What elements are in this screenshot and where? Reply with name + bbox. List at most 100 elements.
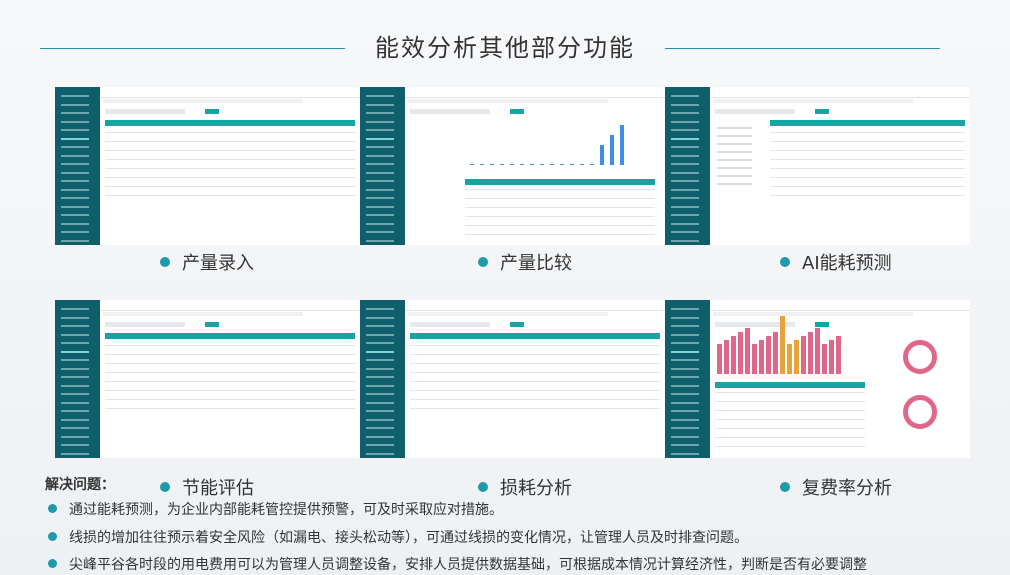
mock-toolbar [715,109,795,114]
mock-menu-item [671,376,699,378]
mock-sidebar [360,87,405,245]
mock-menu-item [671,103,699,106]
mock-row [105,345,355,346]
mock-menu-item [366,120,394,123]
mock-menu-item [671,171,699,174]
mock-toolbar [715,322,795,327]
mock-menu-item [366,129,394,131]
mock-menu-item [61,180,89,182]
mock-topbar [100,87,360,98]
mock-menu-item [61,222,89,225]
mock-row [105,363,355,364]
panel-caption: 产量比较 [478,249,572,275]
mock-button [205,322,219,327]
slide-title: 能效分析其他部分功能 [375,34,635,62]
mock-menu-item [366,205,394,208]
mock-row [410,372,660,373]
mock-button [510,109,524,114]
mock-bar [490,164,494,165]
mock-menu-item [61,452,89,455]
mock-bar [550,164,554,165]
mock-menu-item [671,342,699,344]
mock-menu-item [61,188,89,191]
mock-table-head [770,120,965,126]
mock-button [815,109,829,114]
mock-row [105,408,355,409]
mock-bar [717,344,722,374]
mock-row [105,354,355,355]
mock-menu-item [61,163,89,165]
mock-row [105,381,355,382]
mock-row [465,234,655,235]
mock-bar [787,344,792,374]
mock-bar [794,340,799,374]
mock-bar [759,340,764,374]
problem-item: 通过能耗预测，为企业内部能耗管控提供预警，可及时采取应对措施。 [48,499,503,519]
mock-menu-item [61,239,89,242]
mock-row [770,195,965,196]
mock-bar [560,164,564,165]
mock-tabs [408,312,608,316]
mock-bar [738,332,743,374]
mock-row [105,141,355,142]
mock-menu-item [671,231,699,233]
screenshot [360,300,665,458]
mock-tree-node [717,143,752,145]
mock-row [410,363,660,364]
mock-menu-item [61,95,89,97]
mock-menu-item [671,129,699,131]
mock-menu-item [671,435,699,438]
mock-button [205,109,219,114]
mock-tabs [713,99,913,103]
mock-donut [903,395,937,429]
mock-menu-item [366,231,394,233]
mock-menu-item [366,188,394,191]
mock-row [410,408,660,409]
mock-menu-item [366,112,394,114]
mock-tabs [103,312,303,316]
mock-menu-item [671,452,699,455]
mock-bar [590,164,594,165]
mock-topbar [405,87,665,98]
mock-menu-item [671,393,699,395]
mock-row [105,159,355,160]
mock-menu-item [366,367,394,370]
mock-row [465,207,655,208]
mock-menu-item [61,384,89,387]
mock-menu-item [61,316,89,319]
mock-menu-item [61,308,89,310]
mock-row [715,392,865,393]
panel-caption: 产量录入 [160,249,254,275]
screenshot [55,300,360,458]
mock-row [410,390,660,391]
mock-menu-item [61,103,89,106]
mock-menu-item [671,359,699,361]
mock-menu-item [366,452,394,455]
mock-menu-item [671,205,699,208]
mock-row [770,168,965,169]
screenshot [665,300,970,458]
mock-menu-item [61,112,89,114]
mock-menu-item [671,112,699,114]
screenshot [55,87,360,245]
screenshot [360,87,665,245]
mock-menu-item [366,146,394,148]
mock-menu-item [61,393,89,395]
mock-row [105,390,355,391]
mock-menu-item [366,350,394,353]
mock-menu-item [366,410,394,412]
mock-donut [903,340,937,374]
mock-tree-node [717,151,752,153]
mock-sidebar [360,300,405,458]
mock-menu-item [61,376,89,378]
mock-menu-item [366,180,394,182]
mock-table-head [410,333,660,339]
mock-menu-item [61,444,89,446]
mock-menu-item [366,95,394,97]
mock-menu-item [671,146,699,148]
mock-menu-item [61,359,89,361]
mock-row [105,168,355,169]
mock-tabs [713,312,913,316]
mock-menu-item [671,418,699,421]
mock-menu-item [366,214,394,216]
